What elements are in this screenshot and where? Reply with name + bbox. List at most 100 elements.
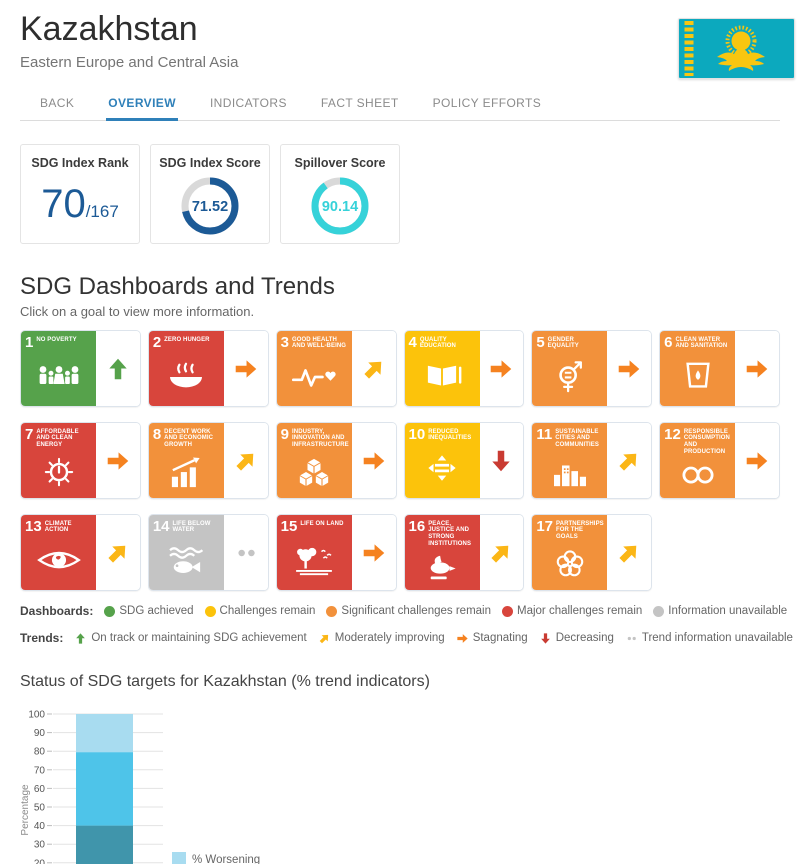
goal-title: LIFE BELOW WATER <box>172 520 211 534</box>
chart-title: Status of SDG targets for Kazakhstan (% … <box>20 673 430 690</box>
goal-title: PEACE, JUSTICE AND STRONG INSTITUTIONS <box>428 520 472 548</box>
trend-indicator <box>479 423 524 498</box>
good-health-icon <box>281 350 348 404</box>
reduced-inequalities-icon <box>409 442 476 496</box>
trend-legend-item: Decreasing <box>539 632 614 645</box>
goal-panel: 9 INDUSTRY, INNOVATION AND INFRASTRUCTURE <box>276 423 352 498</box>
trend-right-arrow-icon <box>363 451 384 470</box>
trend-indicator <box>351 331 396 406</box>
score-cards-row: SDG Index Rank 70/167 SDG Index Score 71… <box>20 144 780 244</box>
trend-right-arrow-icon <box>235 359 257 378</box>
goal-number: 11 <box>536 426 553 443</box>
sdg-goal-tile-5[interactable]: 5 GENDER EQUALITY <box>531 330 653 407</box>
goal-title: ZERO HUNGER <box>164 336 210 343</box>
tab-fact-sheet[interactable]: FACT SHEET <box>320 96 399 110</box>
goal-panel: 17 PARTNERSHIPS FOR THE GOALS <box>532 515 608 590</box>
tab-indicators[interactable]: INDICATORS <box>209 96 287 110</box>
trend-up-right-arrow-icon <box>491 545 509 563</box>
dashboard-legend-item: Major challenges remain <box>502 605 642 617</box>
sdg-goal-tile-13[interactable]: 13 CLIMATE ACTION <box>20 514 141 591</box>
clean-water-icon <box>664 350 731 404</box>
tab-back[interactable]: BACK <box>40 96 75 110</box>
chart-legend: % Worsening% Limited progress% Achieved … <box>172 852 260 864</box>
sdg-goal-tile-4[interactable]: 4 QUALITY EDUCATION <box>403 330 525 407</box>
goal-panel: 13 CLIMATE ACTION <box>21 515 96 590</box>
sdg-goal-tile-10[interactable]: 10 REDUCED INEQUALITIES <box>403 422 525 499</box>
sdg-goal-tile-1[interactable]: 1 NO POVERTY <box>20 330 141 407</box>
goal-number: 16 <box>408 518 426 535</box>
goal-title: DECENT WORK AND ECONOMIC GROWTH <box>164 428 214 449</box>
climate-action-icon <box>25 534 92 588</box>
trend-right-arrow-icon <box>457 633 468 643</box>
dashboards-legend: Dashboards: SDG achieved Challenges remain… <box>20 604 787 618</box>
sdg-index-score-card: SDG Index Score 71.52 <box>150 144 270 244</box>
sdg-goal-tile-9[interactable]: 9 INDUSTRY, INNOVATION AND INFRASTRUCTURE <box>275 422 397 499</box>
svg-text:60: 60 <box>34 784 46 795</box>
status-dot-icon <box>653 605 665 617</box>
sdg-goal-tile-11[interactable]: 11 SUSTAINABLE CITIES AND COMMUNITIES <box>531 422 653 499</box>
status-dot-icon <box>502 605 513 617</box>
trend-legend-item: Moderately improving <box>318 632 445 645</box>
goal-title: AFFORDABLE AND CLEAN ENERGY <box>36 428 79 449</box>
sdg-goal-tile-7[interactable]: 7 AFFORDABLE AND CLEAN ENERGY <box>20 422 141 499</box>
rank-total: /167 <box>85 202 119 221</box>
life-on-land-icon <box>281 534 348 588</box>
trend-dots-icon <box>627 636 636 640</box>
goal-number: 6 <box>664 334 673 351</box>
gender-equality-icon <box>536 350 603 404</box>
trend-indicator <box>607 515 652 590</box>
goal-title: CLIMATE ACTION <box>44 520 72 534</box>
spillover-score-card: Spillover Score 90.14 <box>280 144 400 244</box>
goal-number: 14 <box>152 518 170 535</box>
partnerships-icon <box>536 541 603 588</box>
svg-text:20: 20 <box>34 858 46 864</box>
dashboard-legend-item: Significant challenges remain <box>326 605 491 617</box>
spillover-score-donut: 90.14 <box>311 177 369 235</box>
sdg-goals-grid: 1 NO POVERTY 2 ZERO HUNGER 3 GOOD HEALTH AND … <box>20 330 780 591</box>
trend-indicator <box>223 515 268 590</box>
tab-overview[interactable]: OVERVIEW <box>106 88 178 121</box>
kazakhstan-flag <box>678 18 795 79</box>
stacked-bar <box>76 714 133 864</box>
trend-right-arrow-icon <box>107 451 129 470</box>
trend-legend-item: Trend information unavailable <box>625 632 793 645</box>
svg-text:40: 40 <box>34 821 46 832</box>
goal-panel: 16 PEACE, JUSTICE AND STRONG INSTITUTIONS <box>404 515 480 590</box>
dashboard-legend-item: Challenges remain <box>204 605 315 617</box>
y-axis-title: Percentage <box>20 784 31 836</box>
bar-segment <box>76 714 133 753</box>
goal-panel: 11 SUSTAINABLE CITIES AND COMMUNITIES <box>532 423 608 498</box>
no-poverty-icon <box>25 350 92 404</box>
goal-panel: 10 REDUCED INEQUALITIES <box>404 423 480 498</box>
sdg-goal-tile-15[interactable]: 15 LIFE ON LAND <box>275 514 397 591</box>
sdg-goal-tile-16[interactable]: 16 PEACE, JUSTICE AND STRONG INSTITUTIONS <box>403 514 525 591</box>
trend-indicator <box>351 423 396 498</box>
trend-up-right-arrow-icon <box>619 453 637 471</box>
goal-panel: 2 ZERO HUNGER <box>148 331 224 406</box>
sdg-goal-tile-17[interactable]: 17 PARTNERSHIPS FOR THE GOALS <box>531 514 653 591</box>
sdg-goal-tile-12[interactable]: 12 RESPONSIBLE CONSUMPTION AND PRODUCTION <box>659 422 780 499</box>
trend-up-right-arrow-icon <box>236 453 254 471</box>
sustainable-cities-icon <box>536 449 603 496</box>
goal-panel: 5 GENDER EQUALITY <box>532 331 608 406</box>
goal-panel: 1 NO POVERTY <box>21 331 96 406</box>
sdg-goal-tile-2[interactable]: 2 ZERO HUNGER <box>147 330 269 407</box>
dashboard-legend-item: SDG achieved <box>104 605 194 617</box>
sdg-goal-tile-14[interactable]: 14 LIFE BELOW WATER <box>147 514 269 591</box>
goal-number: 5 <box>536 334 545 351</box>
svg-text:90.14: 90.14 <box>322 199 358 215</box>
sdg-goal-tile-6[interactable]: 6 CLEAN WATER AND SANITATION <box>659 330 780 407</box>
trend-indicator <box>479 331 524 406</box>
sdg-goal-tile-8[interactable]: 8 DECENT WORK AND ECONOMIC GROWTH <box>147 422 269 499</box>
goal-number: 12 <box>664 426 681 443</box>
tab-policy-efforts[interactable]: POLICY EFFORTS <box>432 96 542 110</box>
stacked-bar-chart: Percentage0102030405060708090100% Worsen… <box>20 710 260 864</box>
goal-title: CLEAN WATER AND SANITATION <box>675 336 728 350</box>
trend-up-arrow-icon <box>109 358 127 379</box>
sdg-goal-tile-3[interactable]: 3 GOOD HEALTH AND WELL-BEING <box>275 330 397 407</box>
trend-indicator <box>223 423 268 498</box>
decent-work-icon <box>153 449 220 496</box>
goal-number: 3 <box>280 334 289 351</box>
peace-justice-icon <box>409 548 476 588</box>
trend-up-right-arrow-icon <box>619 545 637 563</box>
